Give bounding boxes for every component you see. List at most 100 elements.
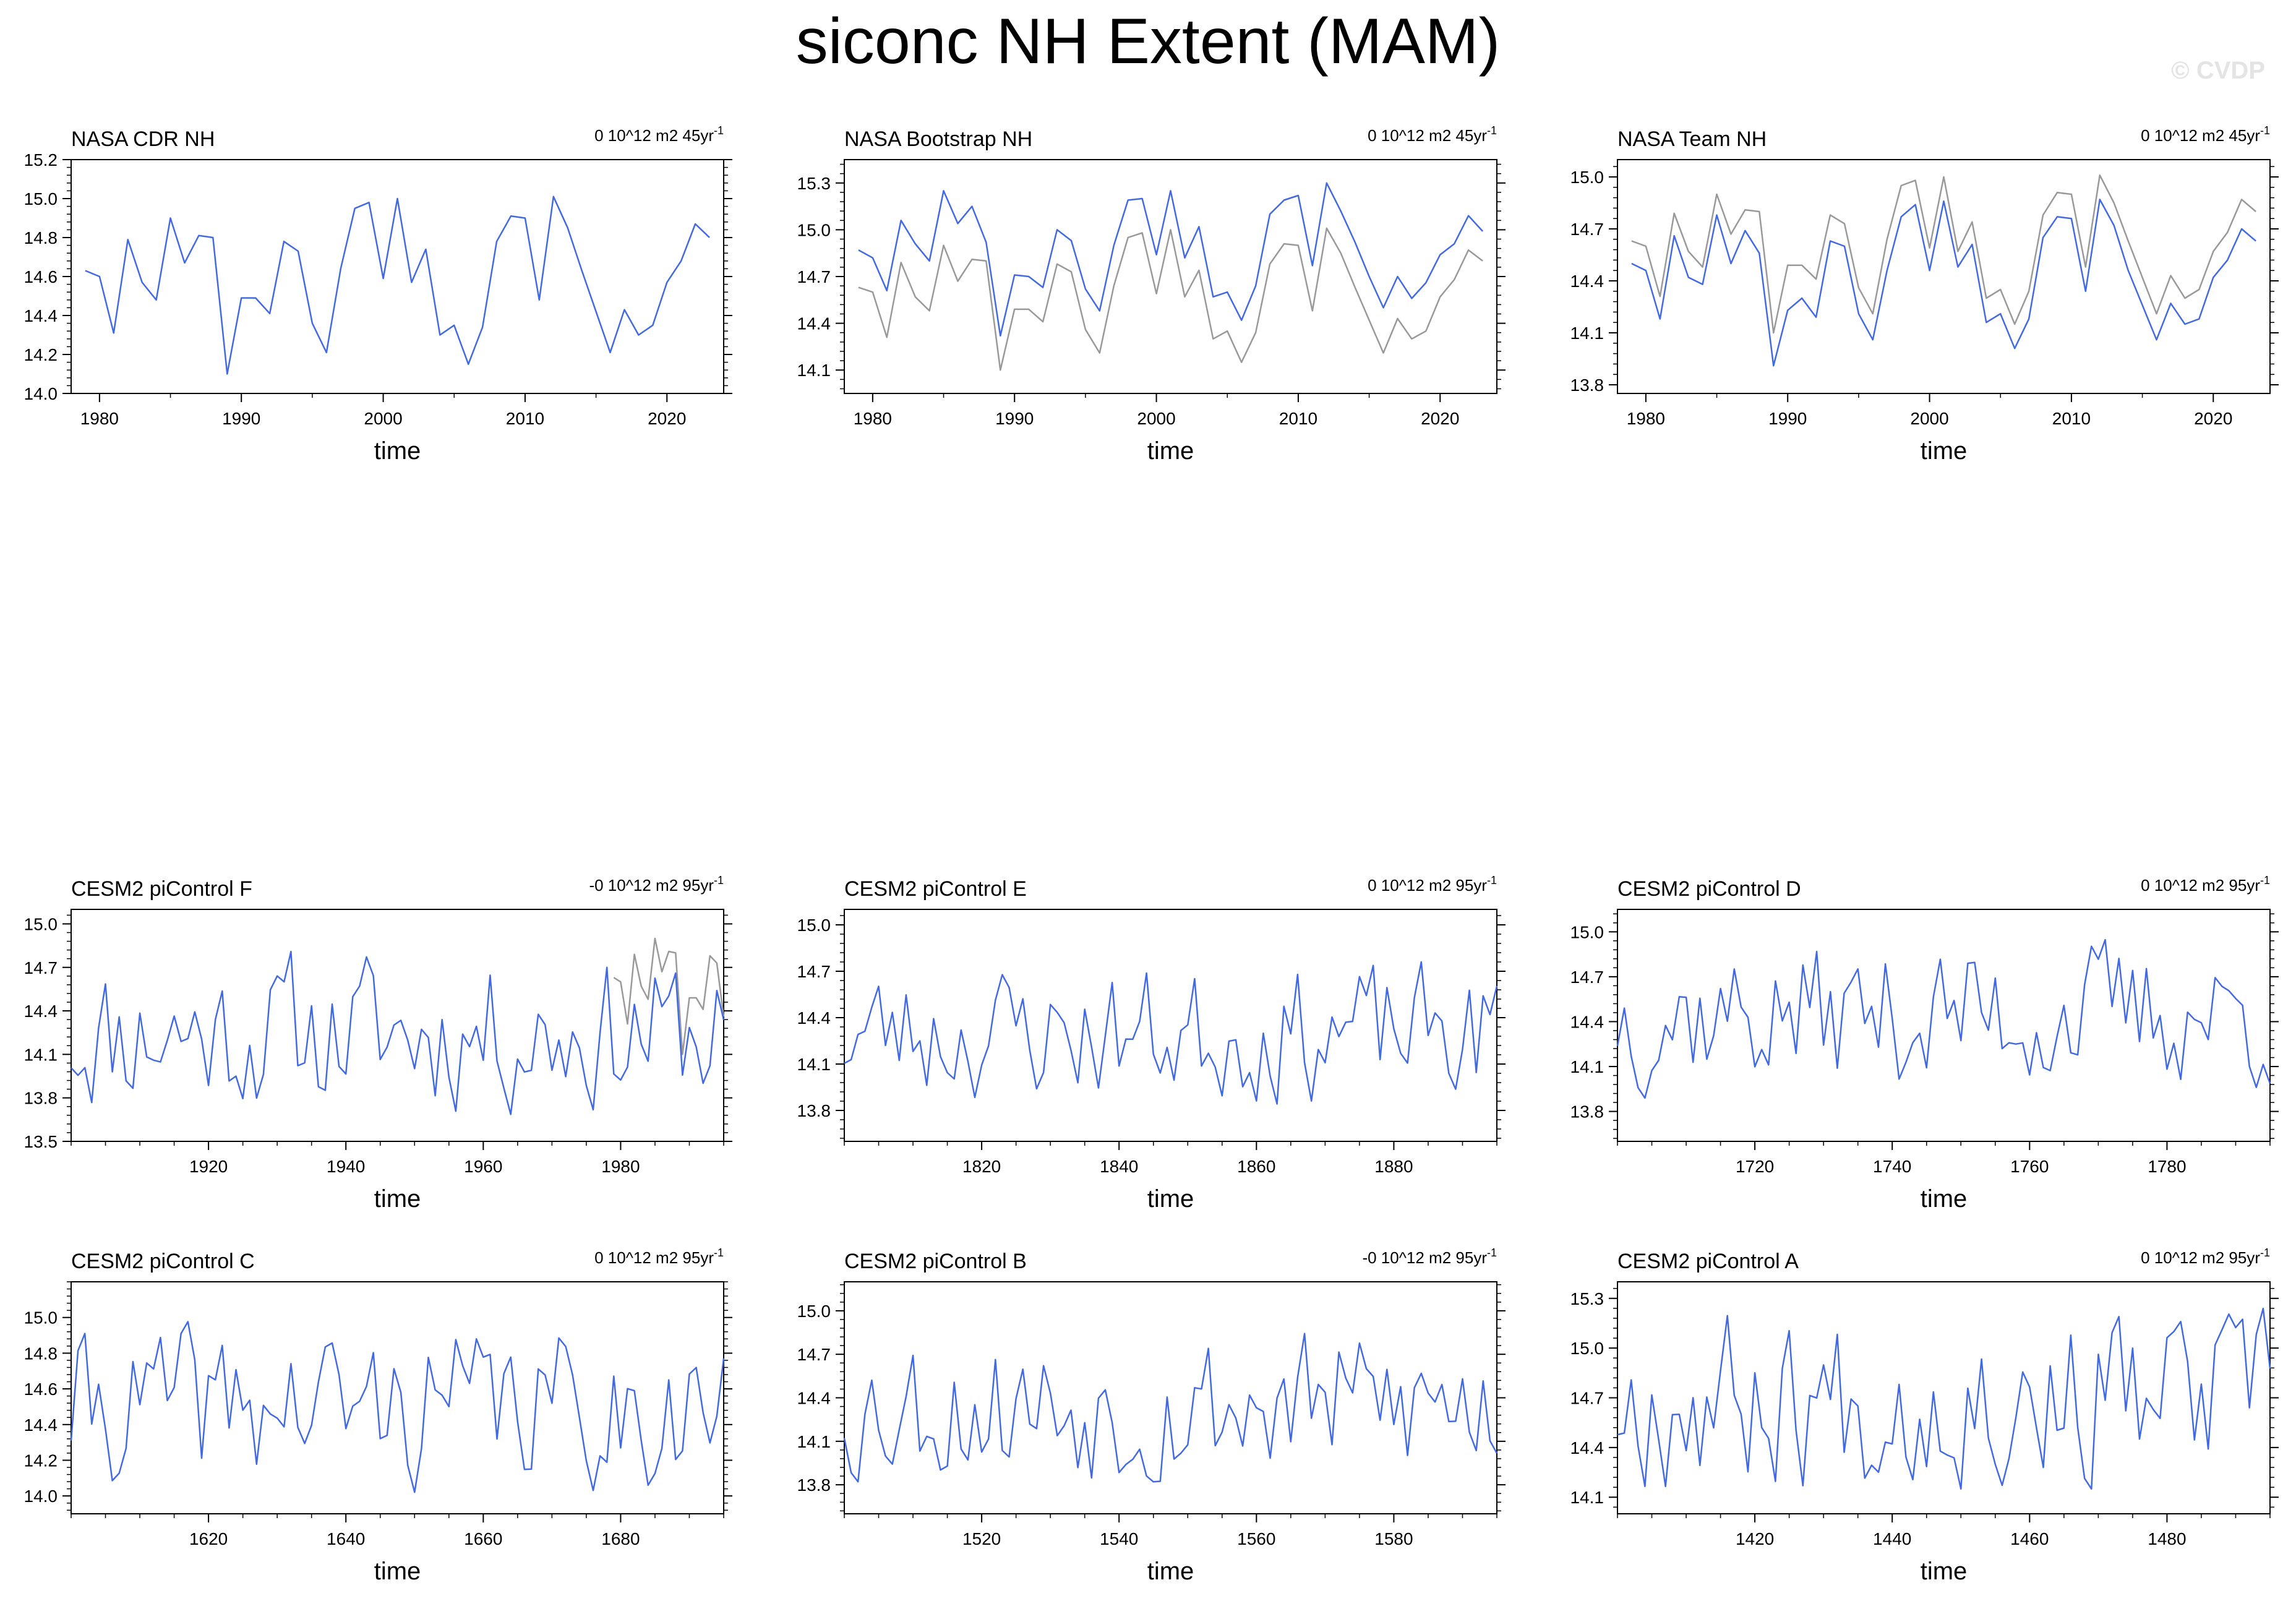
- x-tick-label: 1980: [1627, 409, 1665, 428]
- y-tick-label: 14.1: [797, 361, 831, 380]
- series-line: [844, 961, 1498, 1105]
- series-line: [1616, 938, 2271, 1099]
- x-tick-label: 1760: [2010, 1157, 2049, 1176]
- y-tick-label: 15.0: [797, 916, 831, 935]
- x-tick-label: 1960: [464, 1157, 502, 1176]
- x-tick-label: 2000: [364, 409, 402, 428]
- x-tick-label: 1540: [1100, 1529, 1138, 1548]
- chart-panel: CESM2 piControl A 0 10^12 m2 95yr-1 14.1 14…: [1570, 1247, 2279, 1585]
- y-tick-label: 14.0: [24, 384, 58, 403]
- y-tick-label: 15.0: [1570, 168, 1604, 187]
- x-tick-label: 1780: [2148, 1157, 2186, 1176]
- x-tick-label: 2010: [1279, 409, 1317, 428]
- y-tick-label: 14.4: [797, 1389, 831, 1408]
- trend-label: 0 10^12 m2 95yr-1: [594, 1247, 724, 1267]
- y-tick-label: 13.8: [797, 1101, 831, 1120]
- x-tick-label: 1980: [854, 409, 892, 428]
- y-tick-label: 15.2: [24, 150, 58, 170]
- y-tick-label: 14.4: [1570, 1012, 1604, 1031]
- plot-frame: [1617, 909, 2271, 1142]
- chart-title: CESM2 piControl A: [1617, 1250, 1799, 1273]
- y-tick-label: 14.0: [24, 1487, 58, 1506]
- y-tick-label: 15.3: [1570, 1289, 1604, 1308]
- y-tick-label: 14.2: [24, 345, 58, 364]
- chart-panel: CESM2 piControl B -0 10^12 m2 95yr-1 13.8 1…: [797, 1247, 1506, 1585]
- plot-frame: [71, 159, 724, 394]
- chart-panel: CESM2 piControl D 0 10^12 m2 95yr-1 13.8 14…: [1570, 874, 2279, 1213]
- x-tick-label: 1980: [601, 1157, 640, 1176]
- x-axis-label: time: [1147, 1558, 1194, 1585]
- chart-title: CESM2 piControl C: [71, 1250, 255, 1273]
- trend-label: -0 10^12 m2 95yr-1: [1362, 1247, 1497, 1267]
- x-tick-label: 1660: [464, 1529, 502, 1548]
- x-tick-label: 1460: [2010, 1529, 2049, 1548]
- y-tick-label: 15.0: [1570, 1339, 1604, 1358]
- series-line: [71, 950, 725, 1115]
- x-tick-label: 2010: [506, 409, 544, 428]
- chart-panel: CESM2 piControl E 0 10^12 m2 95yr-1 13.8 14…: [797, 874, 1506, 1213]
- y-tick-label: 14.2: [24, 1451, 58, 1470]
- y-tick-label: 13.8: [1570, 376, 1604, 395]
- x-tick-label: 1680: [601, 1529, 640, 1548]
- y-tick-label: 14.6: [24, 267, 58, 286]
- y-tick-label: 14.1: [1570, 324, 1604, 343]
- series-line: [70, 1321, 725, 1493]
- chart-panel: NASA CDR NH 0 10^12 m2 45yr-1 14.0 14.2 14.4…: [24, 124, 732, 465]
- x-tick-label: 1480: [2148, 1529, 2186, 1548]
- chart-title: CESM2 piControl B: [844, 1250, 1027, 1273]
- y-tick-label: 14.1: [797, 1432, 831, 1451]
- watermark: © CVDP: [2171, 57, 2265, 84]
- y-tick-label: 13.8: [24, 1089, 58, 1108]
- series-line: [613, 937, 725, 1055]
- page-title: siconc NH Extent (MAM): [795, 6, 1501, 77]
- y-tick-label: 14.1: [797, 1055, 831, 1074]
- plot-frame: [844, 909, 1497, 1142]
- y-tick-label: 15.0: [797, 1302, 831, 1321]
- y-tick-label: 15.0: [1570, 922, 1604, 942]
- chart-panel: CESM2 piControl C 0 10^12 m2 95yr-1 14.0 14…: [24, 1247, 732, 1585]
- x-axis-label: time: [1921, 1185, 1968, 1213]
- trend-label: 0 10^12 m2 95yr-1: [2141, 1247, 2270, 1267]
- x-axis-label: time: [1147, 437, 1194, 465]
- y-tick-label: 14.4: [24, 1002, 58, 1021]
- series-line: [1631, 174, 2256, 334]
- trend-label: 0 10^12 m2 95yr-1: [1368, 874, 1497, 895]
- trend-label: 0 10^12 m2 45yr-1: [2141, 124, 2270, 145]
- x-axis-label: time: [1147, 1185, 1194, 1213]
- x-tick-label: 1990: [222, 409, 260, 428]
- x-tick-label: 1990: [1768, 409, 1807, 428]
- y-tick-label: 14.4: [797, 1008, 831, 1028]
- y-tick-label: 15.0: [24, 1308, 58, 1328]
- x-tick-label: 1520: [962, 1529, 1001, 1548]
- x-tick-label: 2020: [2194, 409, 2232, 428]
- x-tick-label: 2000: [1910, 409, 1948, 428]
- plot-frame: [71, 1281, 724, 1514]
- x-tick-label: 1580: [1374, 1529, 1413, 1548]
- y-tick-label: 14.4: [797, 314, 831, 333]
- series-line: [85, 195, 710, 375]
- x-tick-label: 1820: [962, 1157, 1001, 1176]
- x-tick-label: 1440: [1873, 1529, 1911, 1548]
- y-tick-label: 13.8: [797, 1475, 831, 1495]
- x-tick-label: 1860: [1237, 1157, 1275, 1176]
- x-tick-label: 1740: [1873, 1157, 1911, 1176]
- x-tick-label: 2020: [648, 409, 686, 428]
- plot-frame: [1617, 159, 2271, 394]
- y-tick-label: 14.8: [24, 228, 58, 247]
- chart-title: NASA Team NH: [1617, 127, 1767, 151]
- y-tick-label: 14.7: [797, 1345, 831, 1364]
- y-tick-label: 14.8: [24, 1344, 58, 1363]
- chart-title: NASA CDR NH: [71, 127, 215, 151]
- x-tick-label: 1640: [327, 1529, 365, 1548]
- x-tick-label: 1560: [1237, 1529, 1275, 1548]
- x-tick-label: 1980: [80, 409, 119, 428]
- y-tick-label: 15.3: [797, 174, 831, 193]
- y-tick-label: 14.4: [1570, 1438, 1604, 1457]
- trend-label: 0 10^12 m2 95yr-1: [2141, 874, 2270, 895]
- x-tick-label: 1720: [1736, 1157, 1774, 1176]
- y-tick-label: 15.0: [797, 220, 831, 239]
- y-tick-label: 14.7: [797, 267, 831, 286]
- series-line: [843, 1333, 1498, 1483]
- chart-panel: CESM2 piControl F -0 10^12 m2 95yr-1 13.5 1…: [24, 874, 732, 1213]
